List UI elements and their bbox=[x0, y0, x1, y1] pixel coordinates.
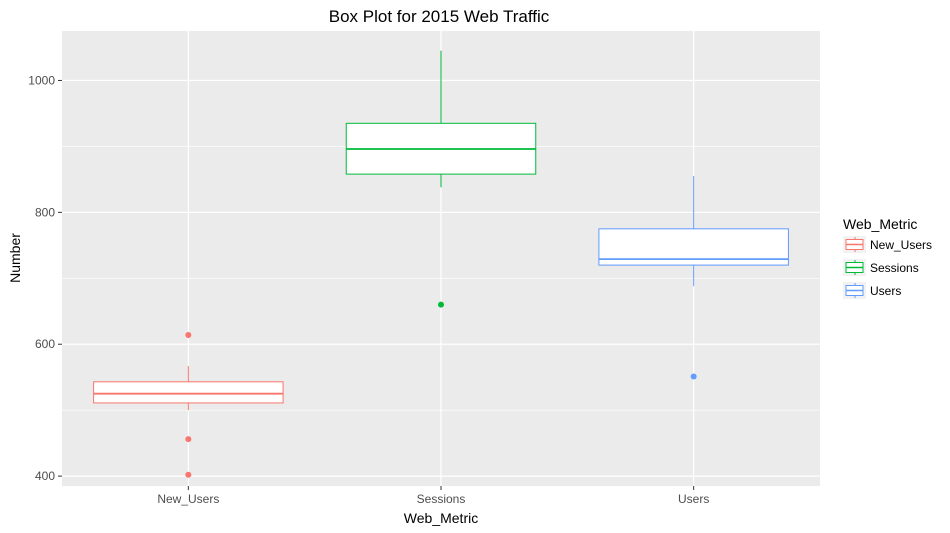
x-tick-label: New_Users bbox=[157, 492, 219, 506]
legend-title: Web_Metric bbox=[843, 216, 917, 232]
legend-item: Users bbox=[843, 282, 901, 299]
y-tick-label: 800 bbox=[35, 205, 55, 219]
outlier-point bbox=[185, 471, 192, 478]
legend-label: Users bbox=[870, 284, 901, 298]
x-tick-label: Users bbox=[678, 492, 709, 506]
legend-label: New_Users bbox=[870, 238, 932, 252]
y-tick-label: 400 bbox=[35, 469, 55, 483]
x-axis-ticks: New_Users Sessions Users bbox=[157, 486, 709, 506]
y-tick-label: 600 bbox=[35, 337, 55, 351]
box-sessions bbox=[345, 50, 537, 308]
outlier-point bbox=[185, 331, 192, 338]
outlier-point bbox=[185, 436, 192, 443]
box-new-users bbox=[93, 331, 284, 478]
outlier-point bbox=[690, 373, 697, 380]
y-axis-ticks: 400 600 800 1000 bbox=[28, 73, 62, 483]
box-users bbox=[598, 176, 789, 380]
iqr-box bbox=[93, 381, 284, 404]
legend: Web_Metric New_Users Sessions Users bbox=[843, 216, 932, 299]
legend-label: Sessions bbox=[870, 261, 919, 275]
box-series bbox=[93, 50, 789, 478]
y-tick-label: 1000 bbox=[28, 73, 55, 87]
legend-item: New_Users bbox=[843, 236, 932, 253]
x-axis-title: Web_Metric bbox=[404, 510, 478, 526]
chart-title: Box Plot for 2015 Web Traffic bbox=[329, 7, 550, 26]
y-axis-title: Number bbox=[7, 233, 23, 283]
outlier-point bbox=[438, 301, 444, 308]
legend-item: Sessions bbox=[843, 259, 919, 276]
x-tick-label: Sessions bbox=[417, 492, 466, 506]
